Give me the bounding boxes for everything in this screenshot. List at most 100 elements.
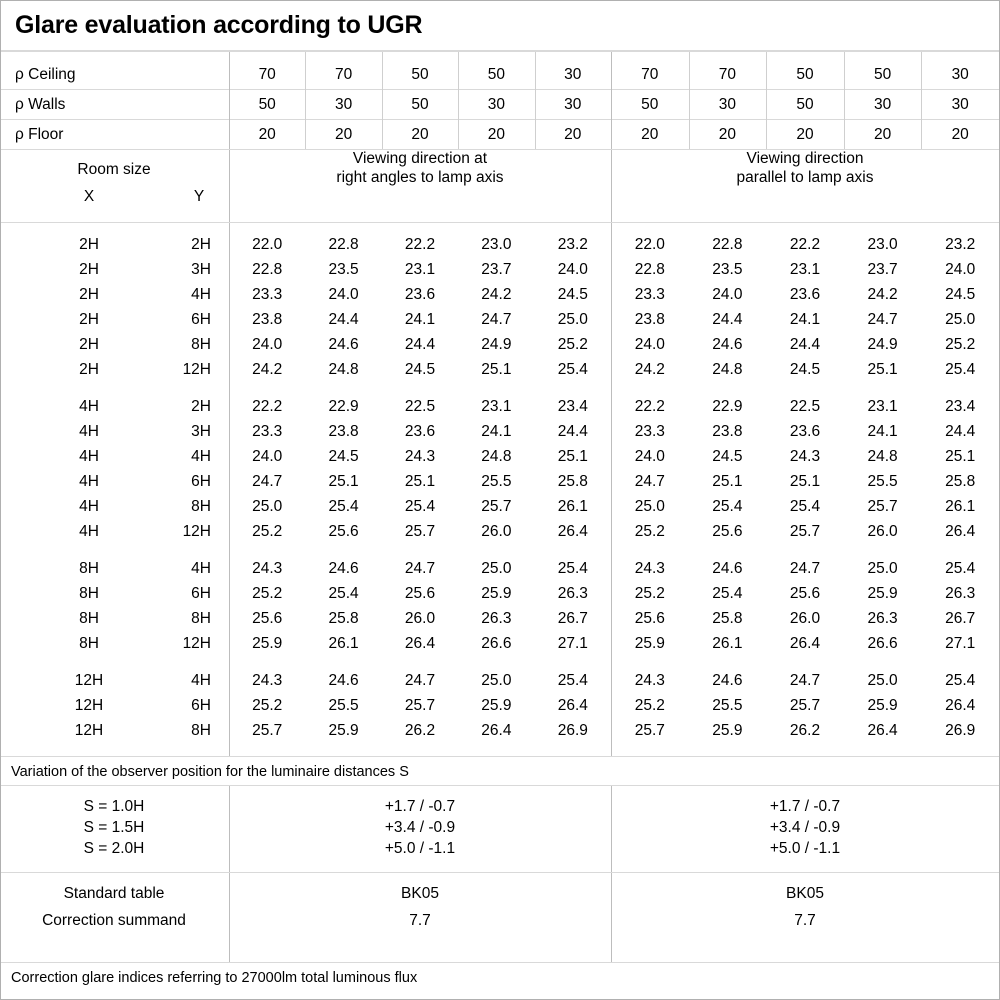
reflectance-value: 30	[564, 96, 582, 113]
ugr-value: 25.1	[557, 448, 588, 465]
ugr-value: 24.4	[945, 423, 976, 440]
ugr-value: 25.5	[867, 473, 898, 490]
footer-note: Correction glare indices referring to 27…	[11, 970, 418, 986]
viewing-direction-heading-1: Viewing direction parallel to lamp axis	[615, 149, 995, 187]
ugr-value: 23.2	[557, 236, 588, 253]
standard-table-label: Standard table	[63, 885, 165, 902]
reflectance-value: 30	[873, 96, 892, 113]
room-dim-y: 2H	[191, 236, 211, 253]
reflectance-value: 70	[718, 66, 737, 83]
ugr-value: 24.2	[252, 361, 283, 378]
ugr-value: 25.2	[634, 523, 665, 540]
grid-vline	[229, 150, 230, 222]
room-size-heading: Room size	[77, 161, 151, 178]
grid-vline	[611, 150, 612, 222]
ugr-value: 23.1	[481, 398, 512, 415]
ugr-value: 24.0	[252, 336, 283, 353]
ugr-value: 24.7	[634, 473, 665, 490]
reflectance-label-1: ρ Walls	[15, 96, 66, 113]
ugr-value: 22.9	[712, 398, 743, 415]
ugr-value: 24.8	[481, 448, 512, 465]
room-dim-x: 4H	[79, 448, 99, 465]
ugr-value: 24.2	[867, 286, 898, 303]
ugr-value: 23.5	[328, 261, 359, 278]
ugr-value: 23.3	[252, 423, 283, 440]
ugr-value: 25.2	[252, 523, 283, 540]
grid-vline	[921, 52, 923, 149]
ugr-value: 25.1	[867, 361, 898, 378]
ugr-value: 24.7	[252, 473, 283, 490]
ugr-value: 24.6	[712, 560, 743, 577]
reflectance-value: 50	[796, 96, 814, 113]
ugr-value: 25.0	[634, 498, 665, 515]
grid-hline	[1, 756, 999, 757]
grid-vline	[458, 52, 460, 149]
ugr-value: 26.9	[945, 722, 976, 739]
ugr-value: 23.3	[634, 423, 665, 440]
variation-value-left: +1.7 / -0.7	[384, 798, 456, 815]
ugr-value: 26.3	[557, 585, 588, 602]
ugr-value: 26.6	[867, 635, 898, 652]
ugr-value: 24.8	[328, 361, 359, 378]
ugr-value: 22.8	[328, 236, 359, 253]
ugr-value: 25.4	[404, 498, 436, 515]
ugr-value: 23.1	[404, 261, 436, 278]
room-dim-y: 12H	[182, 635, 211, 652]
ugr-value: 23.6	[404, 286, 436, 303]
room-dim-x: 8H	[79, 585, 99, 602]
ugr-value: 25.4	[328, 498, 359, 515]
viewing-direction-line1: Viewing direction	[746, 150, 864, 167]
ugr-value: 25.2	[634, 585, 665, 602]
ugr-value: 26.7	[945, 610, 976, 627]
ugr-value: 26.0	[481, 523, 512, 540]
ugr-value: 24.5	[404, 361, 436, 378]
ugr-value: 22.5	[404, 398, 436, 415]
ugr-value: 25.0	[481, 560, 512, 577]
room-dim-y: 4H	[191, 672, 211, 689]
variation-label: S = 1.0H	[83, 798, 145, 815]
grid-vline	[534, 52, 536, 149]
room-dim-y: 4H	[191, 448, 211, 465]
ugr-value: 24.7	[481, 311, 512, 328]
ugr-value: 24.3	[634, 672, 665, 689]
ugr-value: 25.2	[252, 585, 283, 602]
ugr-value: 25.4	[557, 560, 588, 577]
grid-hline	[1, 872, 999, 873]
ugr-value: 23.6	[789, 423, 821, 440]
reflectance-value: 50	[641, 96, 659, 113]
grid-vline	[305, 52, 307, 149]
room-dim-x: 8H	[79, 560, 99, 577]
ugr-value: 24.6	[328, 560, 359, 577]
standard-table-value-left: BK05	[401, 885, 439, 902]
grid-hline	[1, 222, 999, 223]
ugr-value: 22.0	[252, 236, 283, 253]
reflectance-value: 20	[411, 126, 429, 143]
variation-label: S = 2.0H	[83, 840, 145, 857]
ugr-value: 24.4	[404, 336, 436, 353]
ugr-value: 24.7	[404, 672, 436, 689]
ugr-value: 25.1	[712, 473, 743, 490]
ugr-value: 25.4	[557, 361, 588, 378]
ugr-value: 27.1	[557, 635, 588, 652]
room-dim-y: 8H	[191, 336, 211, 353]
reflectance-value: 70	[641, 66, 659, 83]
room-size-x-label: X	[83, 188, 95, 205]
ugr-value: 26.4	[557, 697, 588, 714]
ugr-value: 22.8	[634, 261, 665, 278]
ugr-value: 24.2	[634, 361, 665, 378]
ugr-value: 25.8	[945, 473, 976, 490]
reflectance-value: 30	[718, 96, 737, 113]
reflectance-value: 20	[796, 126, 814, 143]
ugr-value: 26.1	[557, 498, 588, 515]
ugr-value: 25.9	[712, 722, 743, 739]
reflectance-value: 30	[951, 66, 969, 83]
ugr-value: 25.4	[945, 672, 976, 689]
ugr-value: 25.1	[789, 473, 821, 490]
ugr-value: 24.4	[712, 311, 743, 328]
ugr-value: 24.1	[867, 423, 898, 440]
ugr-value: 25.7	[481, 498, 512, 515]
room-dim-y: 6H	[191, 311, 211, 328]
reflectance-value: 70	[334, 66, 353, 83]
ugr-value: 26.0	[789, 610, 821, 627]
reflectance-value: 20	[951, 126, 969, 143]
